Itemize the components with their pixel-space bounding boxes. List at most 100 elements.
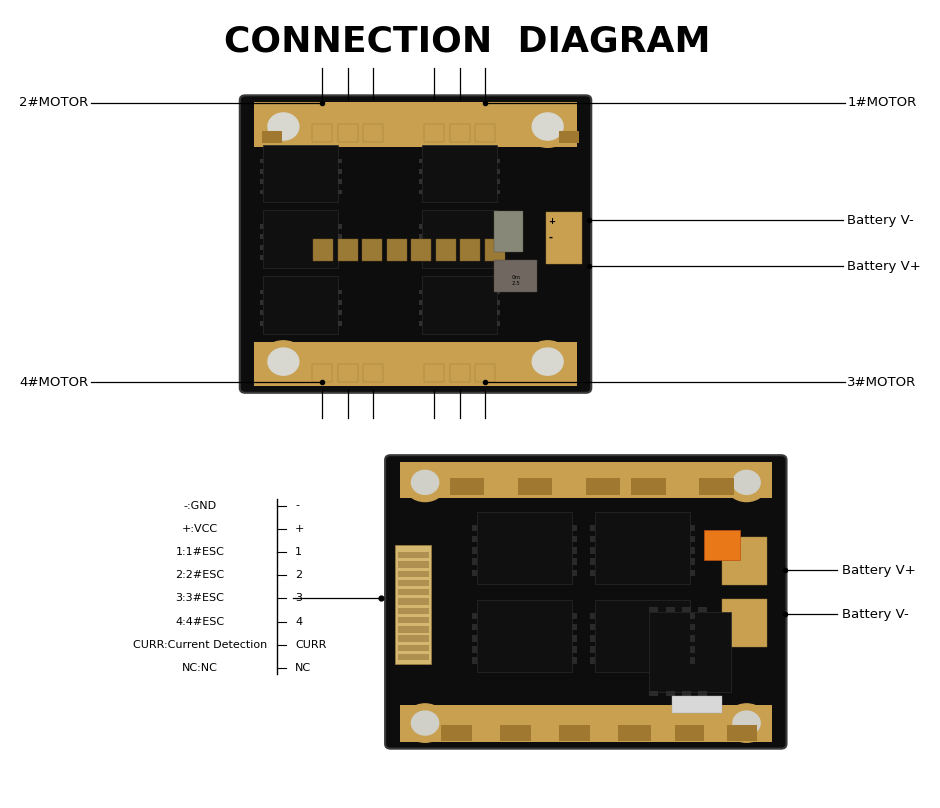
Text: +: +: [295, 524, 305, 534]
Circle shape: [403, 463, 446, 502]
Bar: [477, 600, 572, 672]
Bar: [590, 547, 595, 553]
Bar: [337, 239, 358, 261]
Bar: [449, 478, 484, 495]
Bar: [497, 321, 500, 326]
Bar: [475, 124, 495, 141]
Bar: [590, 612, 595, 619]
Bar: [337, 245, 341, 250]
Bar: [337, 300, 341, 305]
Bar: [461, 239, 480, 261]
Text: 2:2#ESC: 2:2#ESC: [175, 570, 225, 580]
Text: +:VCC: +:VCC: [181, 524, 218, 534]
Bar: [472, 536, 477, 542]
Bar: [398, 552, 429, 558]
Bar: [418, 169, 422, 174]
Bar: [398, 599, 429, 604]
Bar: [436, 239, 456, 261]
Bar: [690, 524, 695, 531]
Bar: [398, 608, 429, 614]
Bar: [271, 132, 282, 143]
FancyBboxPatch shape: [385, 455, 787, 749]
Bar: [422, 145, 497, 203]
Bar: [590, 624, 595, 630]
Bar: [572, 547, 577, 553]
Bar: [568, 132, 578, 143]
Bar: [387, 239, 407, 261]
Bar: [497, 190, 500, 195]
Circle shape: [725, 463, 768, 502]
Bar: [395, 545, 431, 664]
Bar: [497, 179, 500, 184]
Text: NC: NC: [295, 663, 311, 673]
Bar: [259, 224, 263, 229]
Bar: [472, 558, 477, 565]
Bar: [418, 234, 422, 239]
Bar: [263, 145, 337, 203]
Bar: [398, 570, 429, 577]
Circle shape: [525, 341, 572, 382]
Bar: [259, 169, 263, 174]
Bar: [698, 607, 708, 612]
Text: -: -: [548, 233, 553, 243]
Bar: [475, 364, 495, 381]
Bar: [518, 478, 552, 495]
Bar: [650, 612, 731, 692]
Bar: [586, 478, 620, 495]
Circle shape: [733, 470, 760, 494]
Bar: [494, 211, 523, 252]
Bar: [497, 310, 500, 315]
FancyBboxPatch shape: [240, 95, 591, 393]
Bar: [400, 461, 772, 499]
Bar: [337, 179, 341, 184]
Bar: [337, 234, 341, 239]
Bar: [337, 158, 341, 163]
Bar: [497, 300, 500, 305]
Circle shape: [532, 348, 563, 375]
Bar: [472, 658, 477, 664]
Bar: [690, 558, 695, 565]
Bar: [590, 536, 595, 542]
Bar: [690, 635, 695, 642]
Bar: [572, 612, 577, 619]
Bar: [364, 124, 384, 141]
Bar: [572, 570, 577, 576]
Bar: [666, 691, 675, 696]
Bar: [259, 255, 263, 260]
Bar: [690, 658, 695, 664]
Bar: [485, 239, 505, 261]
Bar: [572, 624, 577, 630]
Bar: [259, 300, 263, 305]
Bar: [312, 364, 333, 381]
Text: 4: 4: [295, 617, 303, 626]
Bar: [494, 260, 538, 292]
Bar: [259, 179, 263, 184]
Bar: [572, 524, 577, 531]
Bar: [675, 725, 704, 741]
Bar: [666, 607, 675, 612]
Text: Battery V+: Battery V+: [842, 564, 916, 577]
Circle shape: [532, 113, 563, 140]
Bar: [259, 190, 263, 195]
Bar: [398, 589, 429, 595]
Bar: [690, 612, 695, 619]
Bar: [422, 276, 497, 334]
Bar: [682, 607, 691, 612]
Bar: [472, 547, 477, 553]
Bar: [337, 190, 341, 195]
Bar: [497, 289, 500, 294]
Bar: [497, 224, 500, 229]
Bar: [398, 562, 429, 568]
Bar: [682, 691, 691, 696]
Bar: [449, 124, 470, 141]
Bar: [398, 617, 429, 623]
Bar: [497, 245, 500, 250]
Bar: [472, 524, 477, 531]
Bar: [722, 537, 767, 585]
Bar: [337, 169, 341, 174]
Bar: [337, 289, 341, 294]
Bar: [572, 558, 577, 565]
Bar: [472, 612, 477, 619]
Bar: [545, 213, 582, 264]
Bar: [690, 547, 695, 553]
